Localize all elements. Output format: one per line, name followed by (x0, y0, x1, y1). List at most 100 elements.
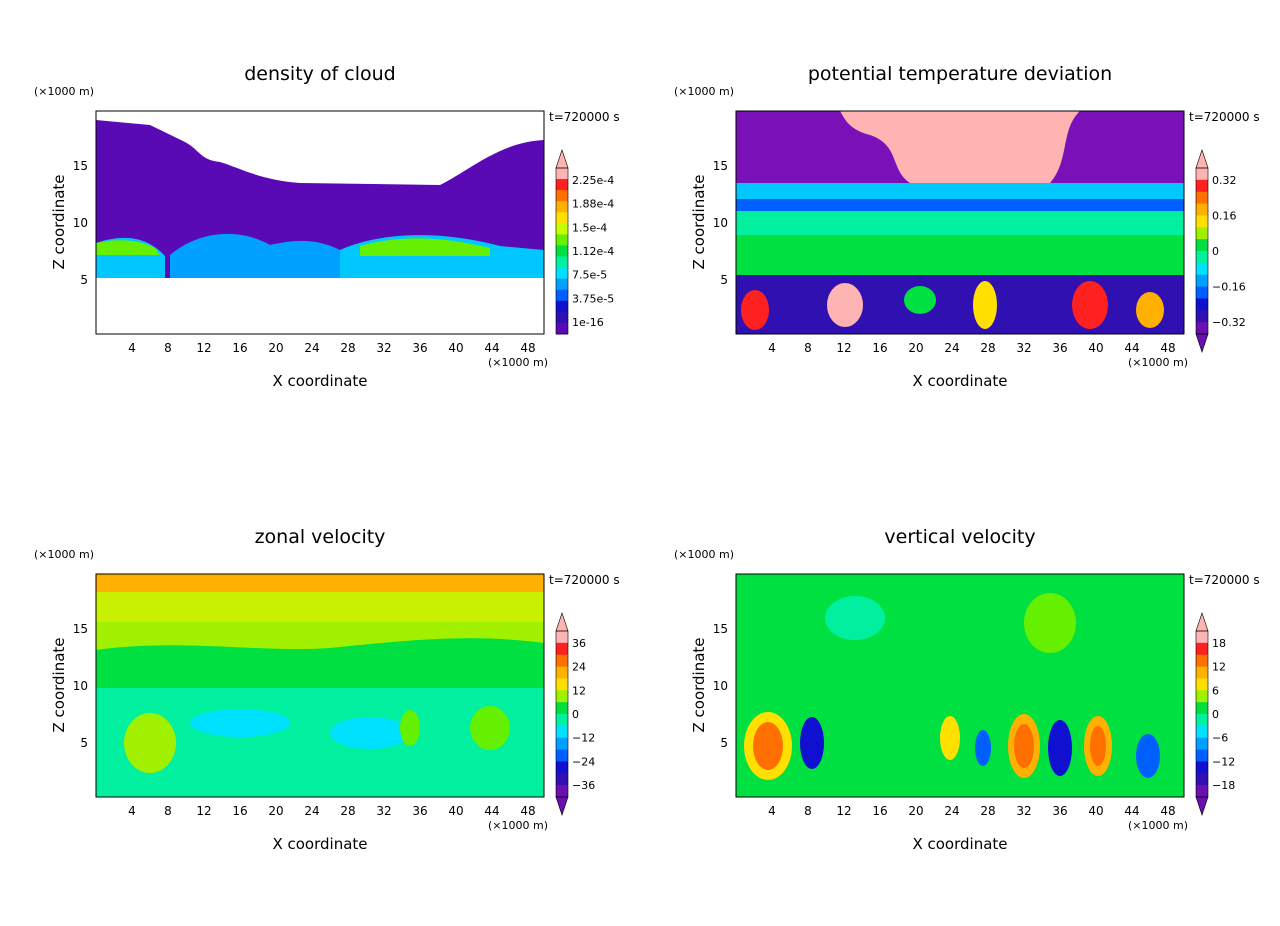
y-axis-title: Z coordinate (690, 174, 708, 269)
downdraft-cell (1136, 734, 1160, 778)
x-unit-label: (×1000 m) (1128, 819, 1188, 832)
colorbar-segment (1196, 654, 1208, 668)
colorbar-label: 0 (1212, 708, 1219, 721)
x-tick-label: 44 (1124, 341, 1139, 355)
colorbar-segment (556, 289, 568, 302)
colorbar-label: 0.16 (1212, 210, 1237, 223)
colorbar-segment (556, 267, 568, 280)
x-tick-label: 4 (768, 804, 776, 818)
cloud-band-middle (170, 233, 340, 278)
x-tick-label: 20 (268, 341, 283, 355)
chart-title: vertical velocity (884, 526, 1035, 548)
cold-band (736, 199, 1184, 211)
x-tick-label: 8 (164, 341, 172, 355)
colorbar-label: 1.88e-4 (572, 198, 614, 211)
x-tick-label: 24 (304, 341, 319, 355)
colorbar-segment (556, 322, 568, 335)
chart-potential-temperature-deviation: potential temperature deviation (×1000 m… (640, 50, 1280, 410)
colorbar-max-triangle (1195, 149, 1209, 169)
x-unit-label: (×1000 m) (1128, 356, 1188, 369)
colorbar-segment (556, 749, 568, 762)
colorbar-segment (556, 773, 568, 786)
upper-positive-region (96, 592, 544, 622)
colorbar-label: 0 (1212, 245, 1219, 258)
x-tick-label: 32 (1016, 804, 1031, 818)
chart-density-of-cloud: density of cloud (×1000 m) t=720000 s 4 … (0, 50, 640, 410)
y-tick-label: 5 (720, 736, 728, 750)
x-tick-label: 28 (340, 804, 355, 818)
colorbar-label: 3.75e-5 (572, 292, 614, 305)
y-tick-label: 10 (713, 216, 728, 230)
y-tick-label: 15 (73, 622, 88, 636)
negative-wind-cell (190, 709, 290, 737)
colorbar-segment (1196, 702, 1208, 715)
mid-band (736, 211, 1184, 235)
colorbar-segment (556, 737, 568, 751)
colorbar-segment (556, 201, 568, 213)
x-tick-label: 40 (1088, 804, 1103, 818)
colorbar-max-triangle (555, 612, 569, 632)
x-axis-title: X coordinate (272, 835, 367, 853)
colorbar-min-triangle (1195, 796, 1209, 816)
y-tick-label: 15 (713, 159, 728, 173)
chart-svg: potential temperature deviation (×1000 m… (674, 63, 1260, 390)
colorbar-frame (555, 167, 569, 335)
colorbar-label: −0.32 (1212, 316, 1246, 329)
colorbar-segment (556, 223, 568, 235)
x-tick-label: 8 (164, 804, 172, 818)
x-tick-label: 24 (944, 804, 959, 818)
colorbar-segment (556, 256, 568, 269)
colorbar-label: 0 (572, 708, 579, 721)
chart-title: density of cloud (244, 63, 396, 85)
plot-area (735, 573, 1185, 798)
x-unit-label: (×1000 m) (488, 819, 548, 832)
colorbar-segment (1196, 251, 1208, 264)
x-tick-label: 32 (1016, 341, 1031, 355)
y-unit-label: (×1000 m) (674, 85, 734, 98)
y-tick-label: 15 (713, 622, 728, 636)
chart-title: potential temperature deviation (808, 63, 1112, 85)
colorbar-segment (1196, 286, 1208, 299)
neutral-cell (904, 286, 936, 314)
x-tick-label: 28 (980, 804, 995, 818)
y-axis-title: Z coordinate (50, 637, 68, 732)
colorbar-label: 0.32 (1212, 174, 1237, 187)
colorbar-segment (1196, 714, 1208, 727)
x-tick-label: 48 (520, 804, 535, 818)
x-tick-label: 40 (448, 804, 463, 818)
colorbar-segment (1196, 179, 1208, 193)
cloud-core-right (360, 238, 490, 256)
chart-title: zonal velocity (255, 526, 386, 548)
colorbar-segment (1196, 642, 1208, 656)
colorbar-segment (1196, 737, 1208, 751)
plot-frame (735, 573, 1185, 798)
colorbar: 18 12 6 0 −6 −12 −18 (1195, 612, 1235, 816)
y-tick-label: 15 (73, 159, 88, 173)
updraft-core (753, 722, 783, 770)
x-tick-label: 20 (268, 804, 283, 818)
positive-wind-cell (470, 706, 510, 750)
downdraft-cell (975, 730, 991, 766)
colorbar-segment (1196, 749, 1208, 762)
colorbar-frame (1195, 630, 1209, 798)
mid-neutral-region (96, 638, 544, 688)
colorbar-label: 12 (1212, 661, 1226, 674)
y-tick-label: 10 (73, 679, 88, 693)
y-axis: 5 10 15 Z coordinate (690, 622, 728, 750)
x-tick-label: 4 (128, 804, 136, 818)
colorbar-label: −12 (572, 732, 595, 745)
colorbar-segment (556, 654, 568, 668)
colorbar-segment (556, 212, 568, 224)
x-axis: 4 8 12 16 20 24 28 32 36 40 44 48 (×1000… (768, 341, 1188, 390)
colorbar-segment (556, 761, 568, 774)
x-axis-title: X coordinate (912, 372, 1007, 390)
colorbar-segment (556, 690, 568, 703)
x-tick-label: 16 (232, 341, 247, 355)
downdraft-cell (1048, 720, 1072, 776)
x-axis-title: X coordinate (912, 835, 1007, 853)
updraft-core (1090, 726, 1106, 766)
colorbar-label: 18 (1212, 637, 1226, 650)
chart-vertical-velocity: vertical velocity (×1000 m) t=720000 s 4… (640, 513, 1280, 873)
colorbar-label: 36 (572, 637, 586, 650)
x-tick-label: 12 (836, 341, 851, 355)
